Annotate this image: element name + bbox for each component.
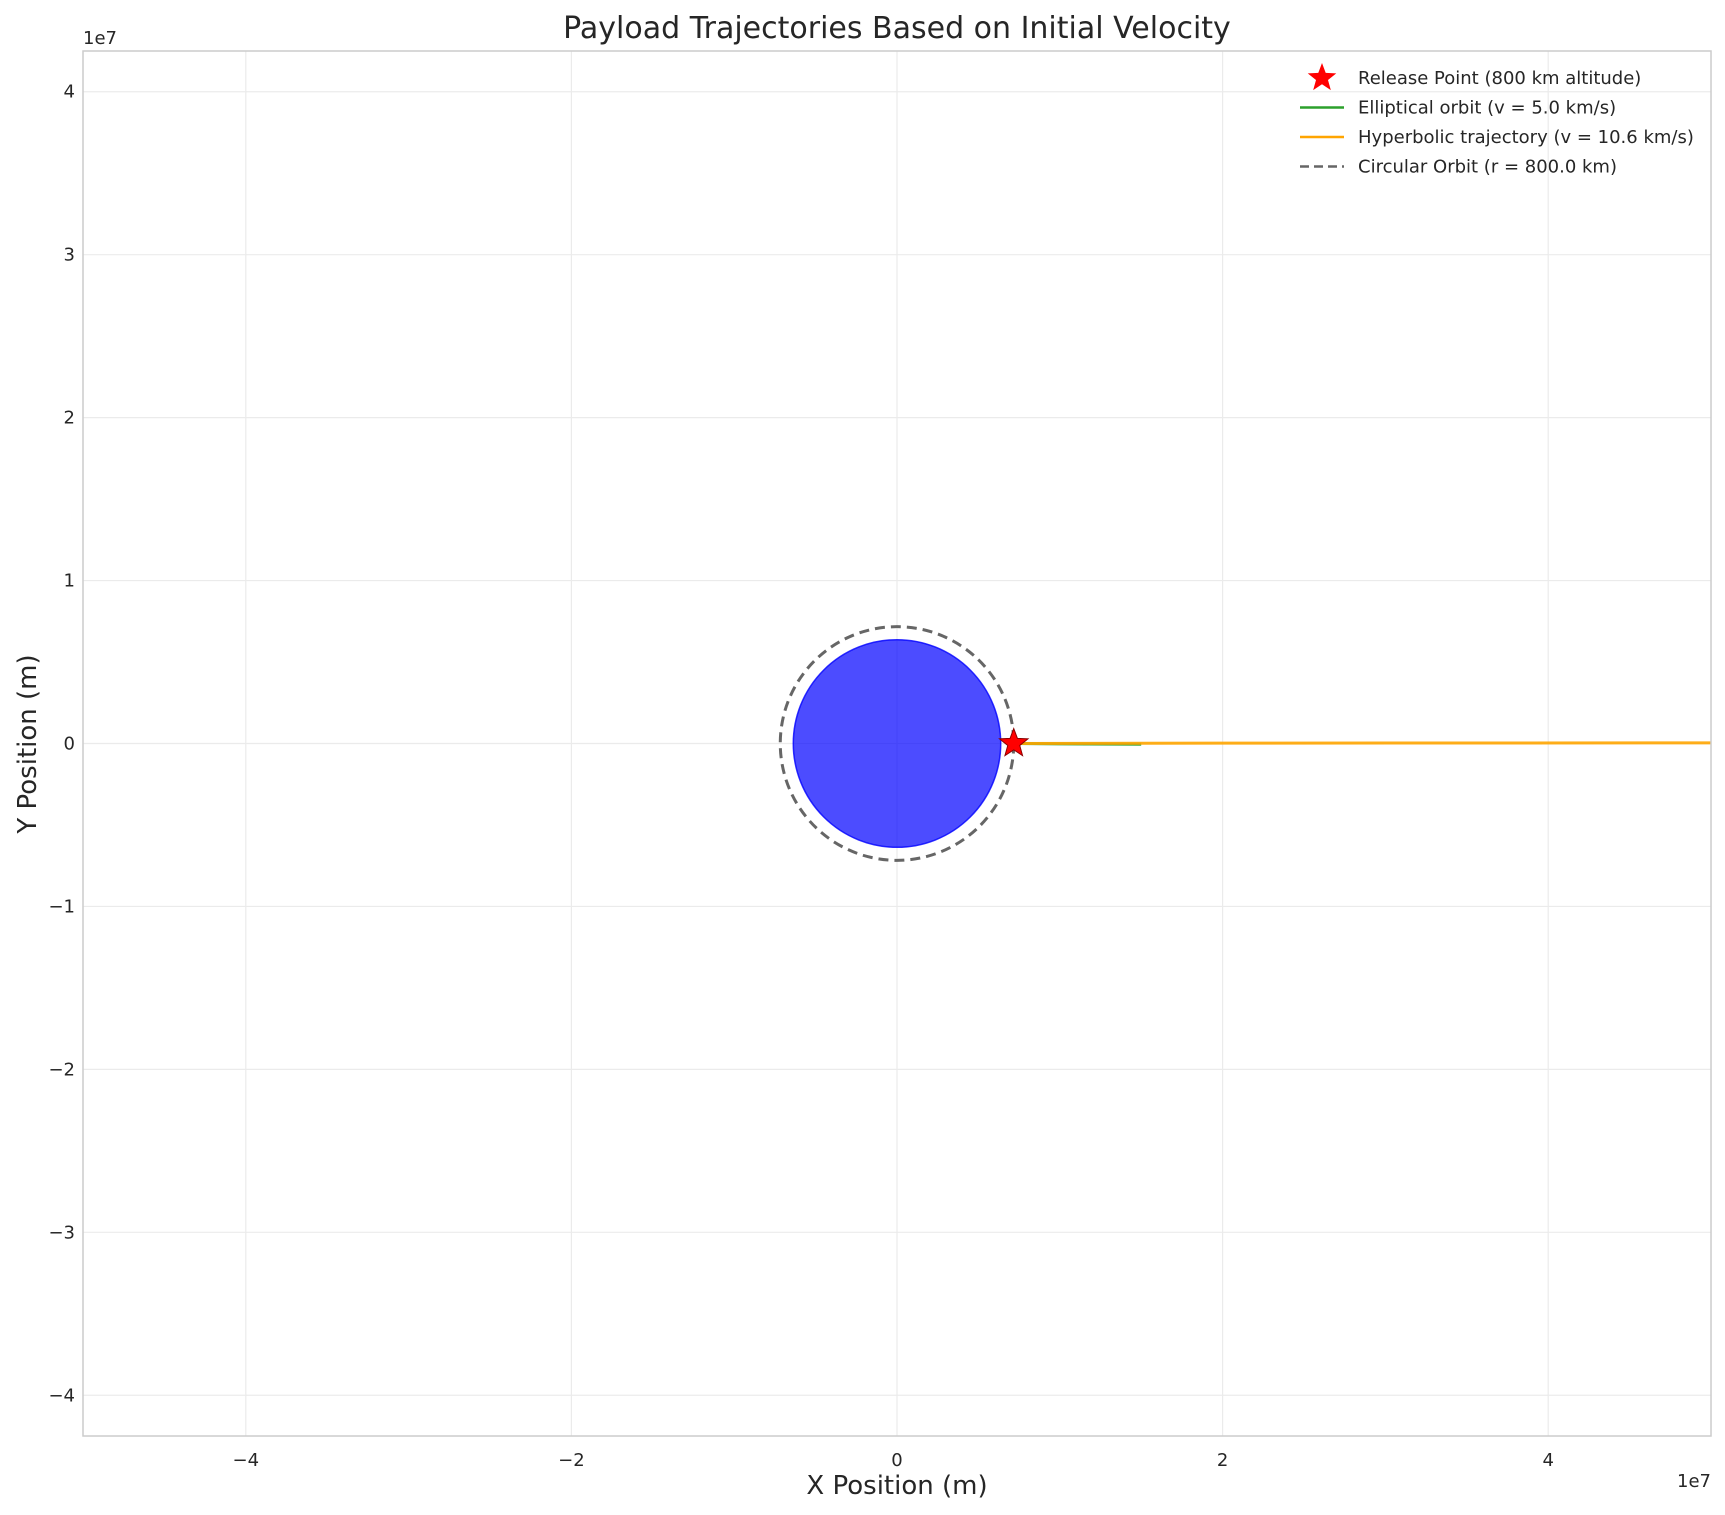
x-axis-ticks: −4 −2 0 2 4 — [233, 1450, 1554, 1471]
y-tick-label: −3 — [48, 1222, 75, 1243]
legend-entry-label: Release Point (800 km altitude) — [1358, 68, 1641, 89]
x-tick-label: 0 — [891, 1450, 902, 1471]
y-tick-label: 2 — [64, 408, 75, 429]
x-tick-label: 2 — [1217, 1450, 1228, 1471]
plot-frame — [82, 50, 1712, 1437]
legend: Release Point (800 km altitude) Elliptica… — [1300, 63, 1694, 178]
trajectory-line — [1013, 741, 1711, 745]
y-tick-label: 0 — [64, 734, 75, 755]
release-point-marker — [998, 727, 1030, 757]
legend-entry-label: Elliptical orbit (v = 5.0 km/s) — [1358, 98, 1616, 119]
plot-area — [778, 625, 1711, 862]
chart-title: Payload Trajectories Based on Initial Ve… — [563, 11, 1231, 46]
y-tick-label: 1 — [64, 571, 75, 592]
y-tick-label: 4 — [64, 82, 75, 103]
x-tick-label: 4 — [1542, 1450, 1553, 1471]
x-tick-label: −2 — [558, 1450, 585, 1471]
earth-disk — [792, 638, 1002, 849]
y-tick-label: −1 — [48, 896, 75, 917]
legend-star-icon — [1307, 63, 1337, 91]
legend-entry-label: Circular Orbit (r = 800.0 km) — [1358, 157, 1617, 178]
y-tick-label: −2 — [48, 1059, 75, 1080]
y-tick-label: 3 — [64, 245, 75, 266]
x-offset-label: 1e7 — [1677, 1471, 1711, 1492]
y-tick-label: −4 — [48, 1385, 75, 1406]
y-axis-label: Y Position (m) — [13, 654, 43, 834]
y-axis-ticks: −4 −3 −2 −1 0 1 2 3 4 — [48, 82, 75, 1407]
x-axis-label: X Position (m) — [806, 1471, 987, 1501]
legend-entry-label: Hyperbolic trajectory (v = 10.6 km/s) — [1358, 127, 1694, 148]
y-offset-label: 1e7 — [83, 28, 117, 49]
x-tick-label: −4 — [233, 1450, 260, 1471]
